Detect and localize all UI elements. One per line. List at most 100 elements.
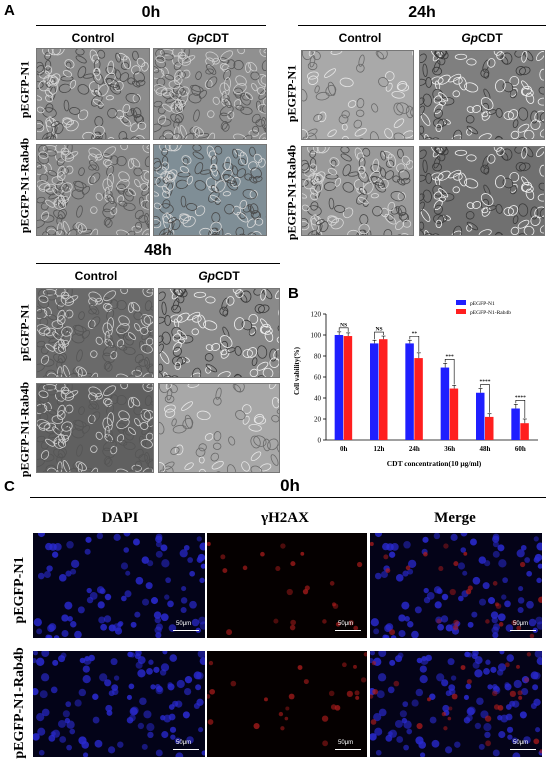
micrograph-24h-control-n1 bbox=[301, 50, 414, 140]
panel-a-letter: A bbox=[4, 2, 15, 19]
y-tick-label: 60 bbox=[314, 374, 322, 382]
micrograph-0h-treated-n1 bbox=[153, 48, 267, 140]
significance-label: NS bbox=[340, 322, 347, 328]
significance-label: ** bbox=[412, 331, 418, 337]
significance-label: NS bbox=[375, 327, 382, 333]
micrograph-24h-control-rab4b bbox=[301, 146, 414, 236]
treated-prefix: Gp bbox=[198, 269, 215, 283]
time-label-c: 0h bbox=[280, 476, 300, 495]
row-label-pegfp-n1: pEGFP-N1 bbox=[17, 60, 32, 119]
treated-prefix: Gp bbox=[461, 31, 478, 45]
bar bbox=[334, 335, 344, 440]
legend-swatch bbox=[456, 309, 466, 314]
significance-bracket bbox=[480, 384, 490, 413]
significance-label: *** bbox=[446, 354, 455, 360]
fluorescence-merge-n1: 50μm bbox=[370, 533, 542, 638]
scale-label: 50μm bbox=[338, 740, 354, 746]
micrograph-48h-control-rab4b bbox=[36, 383, 154, 473]
divider bbox=[36, 25, 266, 26]
column-header-control: Control bbox=[71, 31, 115, 45]
scale-label: 50μm bbox=[176, 621, 192, 627]
row-label-pegfp-n1-rab4b: pEGFP-N1-Rab4b bbox=[17, 381, 32, 478]
x-tick-label: 24h bbox=[409, 445, 420, 453]
x-tick-label: 48h bbox=[480, 445, 491, 453]
divider bbox=[30, 497, 546, 498]
scale-bar bbox=[510, 630, 536, 631]
column-header-treated: GpCDT bbox=[158, 269, 280, 283]
micrograph-48h-treated-n1 bbox=[158, 288, 280, 378]
scale-label: 50μm bbox=[176, 740, 192, 746]
significance-bracket bbox=[444, 359, 455, 385]
significance-label: **** bbox=[515, 395, 526, 401]
cell-viability-chart: Cell vability(%) CDT concentration(10 μg… bbox=[293, 300, 538, 468]
bar bbox=[520, 423, 529, 440]
micrograph-24h-treated-rab4b bbox=[419, 146, 545, 236]
column-header-merge: Merge bbox=[434, 510, 476, 526]
x-tick-label: 12h bbox=[374, 445, 385, 453]
fluorescence-h2ax-n1: 50μm bbox=[207, 533, 367, 638]
bar bbox=[414, 358, 423, 440]
row-label-pegfp-n1: pEGFP-N1 bbox=[12, 556, 27, 624]
bar bbox=[449, 388, 459, 440]
column-header-control: Control bbox=[74, 269, 118, 283]
y-tick-label: 120 bbox=[311, 311, 322, 319]
scale-label: 50μm bbox=[513, 621, 529, 627]
column-header-h2ax: γH2AX bbox=[261, 510, 309, 526]
bar bbox=[343, 336, 353, 440]
x-tick-label: 36h bbox=[444, 445, 455, 453]
time-label-24h: 24h bbox=[408, 4, 436, 21]
significance-bracket bbox=[515, 400, 526, 418]
micrograph-48h-control-n1 bbox=[36, 288, 154, 378]
row-label-pegfp-n1: pEGFP-N1 bbox=[284, 64, 299, 123]
treated-label: CDT bbox=[204, 31, 229, 45]
panel-c-letter: C bbox=[4, 478, 15, 495]
bar bbox=[379, 339, 388, 440]
y-tick-label: 20 bbox=[314, 416, 322, 424]
y-tick-label: 40 bbox=[314, 395, 322, 403]
row-label-pegfp-n1: pEGFP-N1 bbox=[17, 303, 32, 362]
scale-bar bbox=[173, 630, 199, 631]
scale-label: 50μm bbox=[513, 740, 529, 746]
y-tick-label: 100 bbox=[311, 332, 322, 340]
fluorescence-merge-rab4b: 50μm bbox=[370, 651, 542, 757]
micrograph-0h-control-n1 bbox=[36, 48, 150, 140]
legend-label: pEGFP-N1-Rab4b bbox=[470, 310, 511, 316]
significance-bracket bbox=[374, 331, 384, 340]
bar bbox=[476, 392, 485, 440]
column-header-control: Control bbox=[338, 31, 382, 45]
column-header-treated: GpCDT bbox=[420, 31, 544, 45]
y-tick-label: 0 bbox=[318, 437, 322, 445]
micrograph-0h-control-rab4b bbox=[36, 144, 150, 236]
micrograph-0h-treated-rab4b bbox=[153, 144, 267, 236]
time-label-0h: 0h bbox=[141, 4, 161, 21]
divider bbox=[298, 25, 546, 26]
micrograph-48h-treated-rab4b bbox=[158, 383, 280, 473]
bar bbox=[370, 343, 379, 440]
divider bbox=[36, 263, 280, 264]
micrograph-24h-treated-n1 bbox=[419, 50, 545, 140]
row-label-pegfp-n1-rab4b: pEGFP-N1-Rab4b bbox=[17, 137, 32, 234]
x-tick-label: 0h bbox=[340, 445, 348, 453]
row-label-pegfp-n1-rab4b: pEGFP-N1-Rab4b bbox=[12, 647, 27, 759]
scale-bar bbox=[510, 749, 536, 750]
x-axis-label: CDT concentration(10 μg/ml) bbox=[387, 459, 482, 468]
treated-label: CDT bbox=[215, 269, 240, 283]
column-header-dapi: DAPI bbox=[101, 510, 139, 526]
y-axis-label: Cell vability(%) bbox=[293, 346, 301, 395]
bar bbox=[511, 408, 520, 440]
legend-swatch bbox=[456, 300, 466, 305]
y-tick-label: 80 bbox=[314, 353, 322, 361]
significance-bracket bbox=[338, 327, 349, 332]
panel-b-letter: B bbox=[288, 285, 299, 302]
significance-label: **** bbox=[480, 379, 491, 385]
fluorescence-h2ax-rab4b: 50μm bbox=[207, 651, 367, 757]
fluorescence-dapi-n1: 50μm bbox=[33, 533, 205, 638]
scale-bar bbox=[335, 749, 361, 750]
bar bbox=[485, 416, 494, 440]
scale-bar bbox=[335, 630, 361, 631]
significance-bracket bbox=[409, 335, 420, 352]
legend-label: pEGFP-N1 bbox=[470, 301, 495, 307]
treated-label: CDT bbox=[478, 31, 503, 45]
column-header-treated: GpCDT bbox=[152, 31, 264, 45]
bar bbox=[405, 343, 414, 440]
